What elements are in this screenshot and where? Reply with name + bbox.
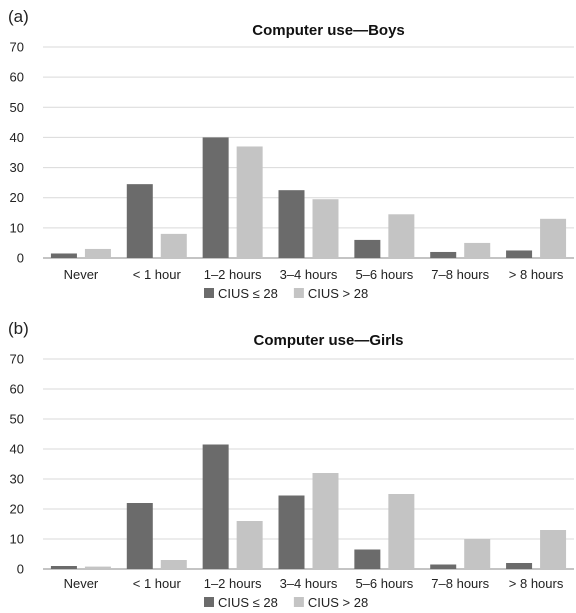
y-tick-label-1-3: 30 — [10, 472, 24, 487]
legend-label-0-1: CIUS > 28 — [308, 286, 368, 301]
bar-0-1-6 — [540, 218, 567, 258]
bar-1-1-6 — [540, 530, 567, 569]
y-tick-label-1-6: 60 — [10, 382, 24, 397]
bar-1-0-0 — [50, 566, 77, 569]
y-tick-label-0-6: 60 — [10, 70, 24, 85]
bar-0-1-5 — [464, 242, 491, 258]
legend-swatch-1-0 — [204, 597, 214, 607]
x-tick-label-0-3: 3–4 hours — [280, 267, 338, 282]
y-tick-label-1-4: 40 — [10, 442, 24, 457]
bar-1-0-4 — [354, 549, 381, 569]
bar-0-0-1 — [126, 184, 153, 258]
panel-label-0: (a) — [8, 7, 29, 26]
y-tick-label-0-7: 70 — [10, 40, 24, 55]
y-tick-label-0-4: 40 — [10, 130, 24, 145]
x-tick-label-1-4: 5–6 hours — [355, 576, 413, 591]
bar-1-0-1 — [126, 503, 153, 569]
x-tick-label-1-2: 1–2 hours — [204, 576, 262, 591]
legend-label-1-0: CIUS ≤ 28 — [218, 595, 278, 610]
bar-0-0-4 — [354, 239, 381, 258]
bar-0-1-0 — [84, 248, 111, 258]
x-tick-label-0-0: Never — [64, 267, 99, 282]
bar-0-0-5 — [430, 251, 457, 258]
bar-0-0-0 — [50, 253, 77, 258]
x-tick-label-1-3: 3–4 hours — [280, 576, 338, 591]
x-tick-label-0-1: < 1 hour — [133, 267, 182, 282]
bar-0-1-4 — [388, 214, 415, 258]
bar-1-0-5 — [430, 564, 457, 569]
bar-1-1-4 — [388, 494, 415, 569]
x-tick-label-1-1: < 1 hour — [133, 576, 182, 591]
x-tick-label-0-4: 5–6 hours — [355, 267, 413, 282]
bar-1-1-3 — [312, 473, 339, 569]
y-tick-label-0-2: 20 — [10, 190, 24, 205]
x-tick-label-0-5: 7–8 hours — [431, 267, 489, 282]
x-tick-label-1-5: 7–8 hours — [431, 576, 489, 591]
bar-1-1-0 — [84, 566, 111, 569]
bar-1-0-3 — [278, 495, 305, 569]
bar-0-0-6 — [506, 250, 533, 258]
x-tick-label-0-2: 1–2 hours — [204, 267, 262, 282]
legend-label-0-0: CIUS ≤ 28 — [218, 286, 278, 301]
bar-1-1-2 — [236, 521, 263, 569]
bar-1-0-2 — [202, 444, 229, 569]
x-tick-label-1-6: > 8 hours — [509, 576, 564, 591]
y-tick-label-0-5: 50 — [10, 100, 24, 115]
chart-title-1: Computer use—Girls — [253, 332, 403, 349]
y-tick-label-0-0: 0 — [17, 251, 24, 266]
bar-0-1-1 — [160, 233, 187, 258]
x-tick-label-1-0: Never — [64, 576, 99, 591]
bar-0-1-3 — [312, 199, 339, 258]
y-tick-label-1-5: 50 — [10, 412, 24, 427]
y-tick-label-1-1: 10 — [10, 532, 24, 547]
panel-label-1: (b) — [8, 319, 29, 338]
bar-1-0-6 — [506, 563, 533, 569]
y-tick-label-0-1: 10 — [10, 220, 24, 235]
bar-1-1-5 — [464, 539, 491, 569]
y-tick-label-0-3: 30 — [10, 160, 24, 175]
legend-label-1-1: CIUS > 28 — [308, 595, 368, 610]
chart-title-0: Computer use—Boys — [252, 22, 405, 39]
y-tick-label-1-7: 70 — [10, 352, 24, 367]
bar-1-1-1 — [160, 560, 187, 569]
bar-0-0-2 — [202, 137, 229, 258]
y-tick-label-1-0: 0 — [17, 562, 24, 577]
y-tick-label-1-2: 20 — [10, 502, 24, 517]
legend-swatch-0-1 — [293, 288, 304, 298]
x-tick-label-0-6: > 8 hours — [509, 267, 564, 282]
bar-0-0-3 — [278, 190, 305, 258]
legend-swatch-0-0 — [204, 288, 214, 298]
bar-0-1-2 — [236, 146, 263, 258]
legend-swatch-1-1 — [293, 597, 304, 607]
